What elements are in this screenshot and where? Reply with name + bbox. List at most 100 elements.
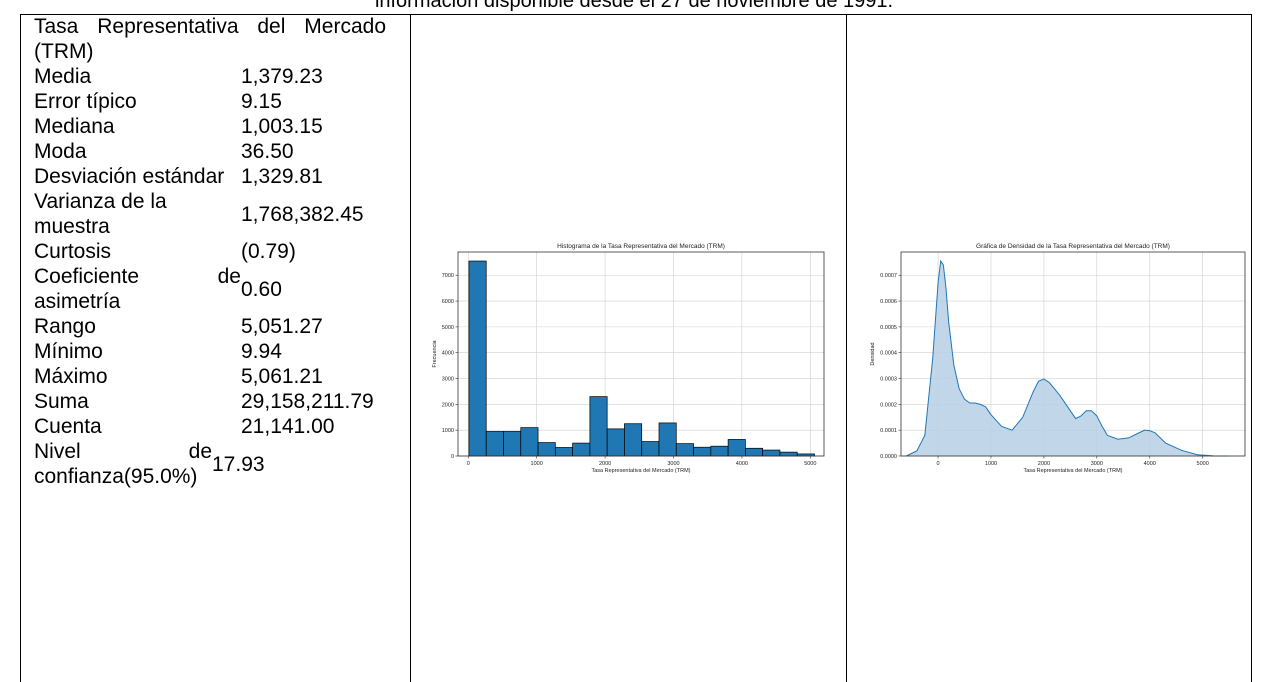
y-tick-label: 3000	[442, 377, 454, 383]
histogram-bar	[520, 427, 539, 457]
stats-row: Mediana 1,003.15	[34, 114, 396, 139]
y-tick-label: 0.0002	[880, 402, 897, 408]
stats-table: Tasa Representativa del Mercado (TRM) Me…	[20, 14, 1252, 682]
stats-value: 17.93	[212, 452, 265, 476]
y-tick-label: 0.0006	[880, 299, 897, 305]
y-tick-label: 0.0003	[880, 377, 897, 383]
stats-row: Nivel de confianza(95.0%) 17.93	[34, 439, 396, 489]
stats-label: Suma	[34, 390, 89, 413]
x-tick-label: 3000	[1091, 461, 1103, 467]
plot-frame	[457, 251, 825, 457]
stats-row: Varianza de la muestra 1,768,382.45	[34, 189, 396, 239]
density-line	[906, 259, 1230, 457]
stats-label: Coeficiente de asimetría	[34, 265, 241, 313]
histogram-bar	[675, 443, 694, 457]
y-axis-label: Frecuencia	[432, 339, 438, 367]
y-tick-label: 7000	[442, 273, 454, 279]
x-tick-label: 1000	[531, 461, 543, 467]
chart-title: Histograma de la Tasa Representativa del…	[557, 243, 725, 250]
x-tick-label: 5000	[1197, 461, 1209, 467]
histogram-bar	[485, 431, 504, 457]
histogram-bar	[745, 447, 764, 457]
table-top-border	[20, 14, 1252, 15]
stats-label: Moda	[34, 140, 87, 163]
histogram-bar	[727, 439, 746, 457]
stats-row: Curtosis (0.79)	[34, 239, 396, 264]
x-tick-label: 1000	[985, 461, 997, 467]
y-tick-label: 0.0001	[880, 428, 897, 434]
density-chart: 0 1000 2000 3000 4000 5000 0.0000 0.0001 0.0002 0…	[870, 243, 1246, 474]
y-tick-label: 6000	[442, 299, 454, 305]
histogram-bar	[693, 446, 712, 457]
stats-row: Rango 5,051.27	[34, 314, 396, 339]
table-left-border	[20, 14, 21, 682]
stats-value: 9.15	[241, 90, 282, 113]
x-tick-label: 3000	[667, 461, 679, 467]
stats-row: Cuenta 21,141.00	[34, 414, 396, 439]
stats-value: 1,003.15	[241, 115, 323, 138]
histogram-bar	[779, 451, 798, 457]
histogram-bar	[762, 449, 781, 457]
x-tick-label: 0	[467, 461, 470, 467]
stats-label: Error típico	[34, 90, 137, 113]
y-tick-label: 0.0000	[880, 454, 897, 460]
stats-row: Media 1,379.23	[34, 64, 396, 89]
stats-value: 5,061.21	[241, 365, 323, 388]
stats-label: Mediana	[34, 115, 115, 138]
histogram-bar	[589, 396, 608, 457]
stats-label: Desviación estándar	[34, 165, 225, 188]
stats-label: Mínimo	[34, 340, 103, 363]
stats-label: Curtosis	[34, 240, 112, 263]
stats-value: (0.79)	[241, 240, 296, 263]
histogram-chart: 0 1000 2000 3000 4000 5000 0 1000 2000 3000 4000 50…	[432, 243, 825, 474]
summary-statistics: Tasa Representativa del Mercado (TRM) Me…	[34, 14, 396, 489]
stats-title: Tasa Representativa del Mercado (TRM)	[34, 15, 386, 63]
column-divider-1	[410, 14, 411, 682]
histogram-bar	[554, 447, 573, 457]
y-tick-label: 0.0004	[880, 351, 897, 357]
stats-label: Nivel de confianza(95.0%)	[34, 440, 212, 488]
stats-value: 1,329.81	[241, 165, 323, 188]
caption: información disponible desde el 27 de no…	[374, 0, 894, 12]
table-right-border	[1251, 14, 1252, 682]
x-axis-label: Tasa Representativa del Mercado (TRM)	[591, 468, 690, 474]
chart-title: Gráfica de Densidad de la Tasa Represent…	[976, 243, 1170, 250]
histogram-bar	[572, 442, 591, 457]
stats-row: Desviación estándar 1,329.81	[34, 164, 396, 189]
stats-row: Moda 36.50	[34, 139, 396, 164]
stats-row: Coeficiente de asimetría 0.60	[34, 264, 396, 314]
plot-frame	[900, 251, 1246, 457]
stats-value: 9.94	[241, 340, 282, 363]
x-tick-label: 4000	[1144, 461, 1156, 467]
histogram-bar	[606, 428, 625, 457]
column-divider-2	[846, 14, 847, 682]
x-tick-label: 5000	[804, 461, 816, 467]
x-axis-label: Tasa Representativa del Mercado (TRM)	[1023, 468, 1122, 474]
stats-label: Cuenta	[34, 415, 102, 438]
stats-label: Media	[34, 65, 92, 88]
x-tick-label: 2000	[599, 461, 611, 467]
y-tick-label: 4000	[442, 351, 454, 357]
histogram-bar	[658, 422, 677, 457]
histogram-bar	[624, 423, 643, 457]
stats-value: 5,051.27	[241, 315, 323, 338]
stats-label: Varianza de la muestra	[34, 190, 167, 238]
histogram-bar	[468, 260, 487, 457]
histogram-bar	[710, 445, 729, 457]
x-tick-label: 0	[937, 461, 940, 467]
stats-row: Mínimo 9.94	[34, 339, 396, 364]
y-tick-label: 1000	[442, 428, 454, 434]
histogram-bar	[537, 442, 556, 457]
y-tick-label: 0.0005	[880, 325, 897, 331]
y-tick-label: 5000	[442, 325, 454, 331]
stats-row: Error típico 9.15	[34, 89, 396, 114]
y-tick-label: 0.0007	[880, 273, 897, 279]
stats-label: Máximo	[34, 365, 108, 388]
stats-value: 21,141.00	[241, 415, 335, 438]
histogram-bar	[503, 431, 522, 457]
histogram-bar	[641, 441, 660, 457]
stats-row: Máximo 5,061.21	[34, 364, 396, 389]
y-tick-label: 2000	[442, 402, 454, 408]
stats-value: 29,158,211.79	[241, 390, 374, 413]
stats-value: 0.60	[241, 277, 282, 301]
